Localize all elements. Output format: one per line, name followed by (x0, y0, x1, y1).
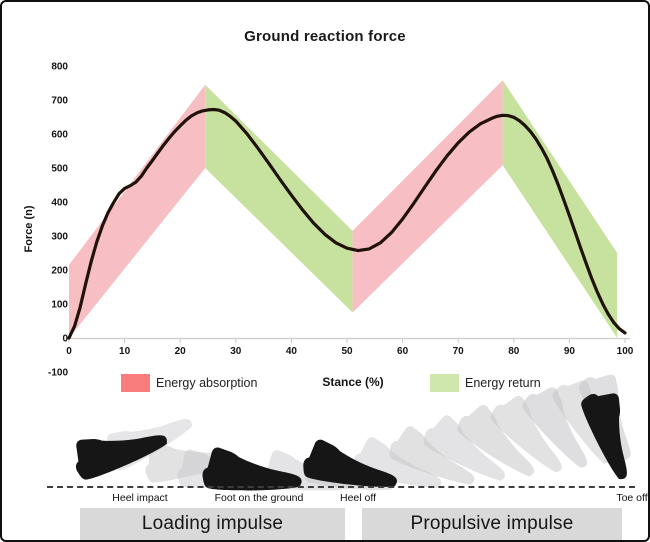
y-tick-label: 500 (51, 164, 68, 175)
y-axis-label: Force (n) (23, 205, 35, 253)
vertical-ground-reaction-force (67, 107, 627, 340)
x-tick-label: 50 (341, 346, 353, 357)
x-tick-label: 70 (453, 346, 465, 357)
y-tick-label: 200 (51, 266, 68, 277)
energy-return-swatch-icon (430, 374, 459, 392)
flat-foot-shoe-icon (202, 447, 302, 491)
ground-dashed-line (47, 486, 635, 488)
ghost-shoe-icon (552, 380, 611, 464)
y-tick-label: -100 (48, 368, 68, 379)
y-tick-label: 800 (51, 62, 68, 73)
ghost-shoe-icon (389, 426, 475, 485)
x-tick-label: 0 (66, 346, 72, 357)
shoe-silhouette (581, 393, 627, 480)
phase-label-toe-off: Toe off (616, 492, 648, 504)
energy-absorption-swatch-icon (121, 374, 150, 392)
y-tick-label: 700 (51, 96, 68, 107)
shoe-silhouette (423, 415, 506, 481)
energy-absorption-band-2 (352, 80, 503, 313)
shoe-silhouette (75, 435, 167, 480)
energy-return-band-1 (205, 84, 353, 313)
chart-legend: Energy absorption Stance (%) Energy retu… (2, 372, 648, 396)
ghost-shoe-icon (522, 387, 588, 469)
x-tick-label: 60 (397, 346, 409, 357)
x-axis-label: Stance (%) (322, 375, 384, 389)
energy-return-legend-label: Energy return (465, 376, 541, 390)
phase-label-heel-impact: Heel impact (112, 492, 168, 504)
ghost-shoe-icon (423, 415, 506, 481)
y-tick-label: 300 (51, 232, 68, 243)
x-tick-label: 20 (175, 346, 187, 357)
x-tick-label: 100 (617, 346, 634, 357)
y-tick-label: 100 (51, 300, 68, 311)
shoe-silhouette (389, 426, 475, 485)
chart-title: Ground reaction force (244, 28, 406, 45)
x-tick-label: 30 (230, 346, 242, 357)
x-tick-label: 40 (286, 346, 298, 357)
heel-off-shoe-icon (303, 439, 397, 487)
gait-cycle-diagram: Heel impact Foot on the ground Heel off Toe… (2, 374, 648, 540)
phase-label-foot-on-the-ground: Foot on the ground (214, 492, 304, 504)
energy-absorption-band-1 (69, 84, 206, 338)
x-tick-label: 90 (564, 346, 576, 357)
phase-label-heel-off: Heel off (340, 492, 376, 504)
ghost-shoe-icon (490, 395, 562, 473)
x-tick-label: 80 (508, 346, 520, 357)
x-tick-label: 10 (119, 346, 131, 357)
shoe-silhouette (457, 404, 535, 477)
toe-off-shoe-icon (581, 393, 627, 480)
grf-chart-plot: 0 10 20 30 40 50 60 70 80 90 100 800 700 600 500 400 300… (48, 62, 634, 379)
heel-impact-shoe-icon (75, 435, 167, 480)
propulsive-impulse-bar: Propulsive impulse (362, 508, 622, 540)
shoe-silhouette (202, 447, 302, 491)
loading-impulse-bar: Loading impulse (80, 508, 345, 540)
shoe-silhouette (552, 380, 611, 464)
shoe-silhouette (303, 439, 397, 487)
shoe-silhouette (522, 387, 588, 469)
ghost-shoe-icon (457, 404, 535, 477)
energy-absorption-legend-label: Energy absorption (156, 376, 258, 390)
shoe-silhouette (490, 395, 562, 473)
y-tick-label: 0 (62, 334, 68, 345)
y-tick-label: 400 (51, 198, 68, 209)
y-tick-label: 600 (51, 130, 68, 141)
